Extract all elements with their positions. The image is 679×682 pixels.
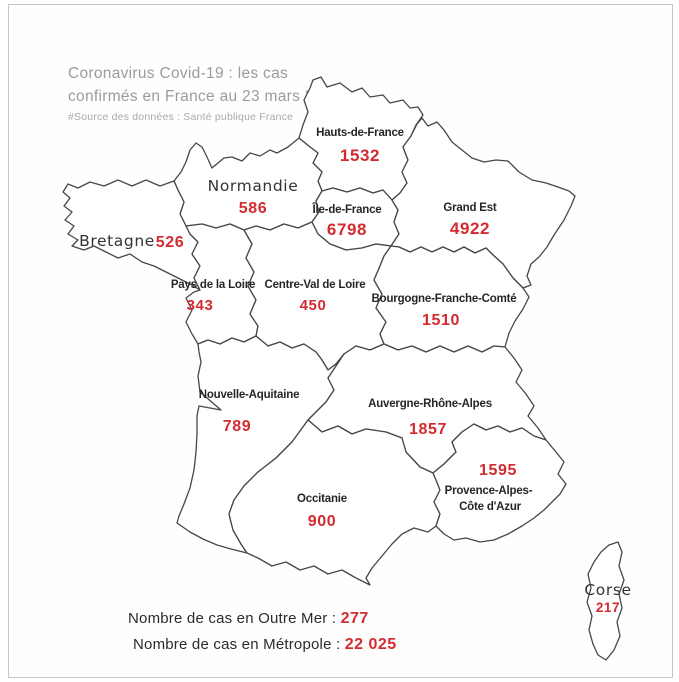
total-metropole: Nombre de cas en Métropole : 22 025	[133, 636, 397, 654]
region-cases-ile-de-france: 6798	[327, 220, 367, 239]
map-title-line2: confirmés en France au 23 mars 2020	[68, 88, 341, 105]
data-source-note: #Source des données : Santé publique Fra…	[68, 111, 294, 123]
region-cases-bretagne: 526	[156, 234, 185, 251]
paca-label-line1: Provence-Alpes-	[445, 485, 533, 497]
region-label-hauts-de-france: Hauts-de-France	[316, 127, 404, 139]
region-label-pays-de-la-loire: Pays de la Loire	[171, 279, 255, 291]
region-label-nouvelle-aquitaine: Nouvelle-Aquitaine	[199, 389, 300, 401]
region-cases-centre-val-de-loire: 450	[300, 297, 327, 314]
region-label-grand-est: Grand Est	[443, 202, 497, 214]
region-label-bretagne: Bretagne	[79, 232, 155, 250]
region-cases-auvergne-rhone-alpes: 1857	[409, 421, 447, 438]
region-cases-occitanie: 900	[308, 513, 337, 530]
region-label-provence-alpes-cote-d-azur: Provence-Alpes- Côte d'Azur	[445, 485, 536, 513]
region-label-corse: Corse	[584, 581, 631, 599]
chart-header: Coronavirus Covid-19 : les cas confirmés…	[68, 62, 358, 123]
region-cases-grand-est: 4922	[450, 219, 490, 238]
total-metropole-label: Nombre de cas en Métropole :	[133, 636, 341, 653]
region-cases-provence-alpes-cote-d-azur: 1595	[479, 462, 517, 479]
region-shape-occitanie	[228, 419, 441, 586]
map-title-line1: Coronavirus Covid-19 : les cas	[68, 65, 289, 82]
total-outre-mer-value: 277	[340, 610, 369, 627]
region-label-normandie: Normandie	[208, 177, 299, 195]
region-shape-provence-alpes-cote-d-azur	[432, 423, 567, 543]
region-cases-nouvelle-aquitaine: 789	[223, 418, 252, 435]
region-shape-bourgogne-franche-comte	[373, 245, 530, 353]
region-shape-grand-est	[390, 117, 576, 289]
region-cases-pays-de-la-loire: 343	[187, 297, 214, 314]
totals-block: Nombre de cas en Outre Mer : 277 Nombre …	[128, 610, 397, 662]
total-outre-mer: Nombre de cas en Outre Mer : 277	[128, 610, 397, 628]
region-cases-corse: 217	[596, 600, 620, 615]
region-cases-hauts-de-france: 1532	[340, 146, 380, 165]
paca-label-line2: Côte d'Azur	[459, 501, 522, 513]
region-cases-bourgogne-franche-comte: 1510	[422, 312, 460, 329]
region-label-occitanie: Occitanie	[297, 493, 347, 505]
region-label-centre-val-de-loire: Centre-Val de Loire	[264, 279, 365, 291]
region-label-bourgogne-franche-comte: Bourgogne-Franche-Comté	[372, 293, 517, 305]
total-outre-mer-label: Nombre de cas en Outre Mer :	[128, 610, 337, 627]
region-cases-normandie: 586	[239, 200, 268, 217]
region-label-auvergne-rhone-alpes: Auvergne-Rhône-Alpes	[368, 398, 492, 410]
total-metropole-value: 22 025	[344, 636, 397, 653]
region-label-ile-de-france: Île-de-France	[312, 203, 382, 216]
region-shape-corse	[586, 541, 625, 661]
